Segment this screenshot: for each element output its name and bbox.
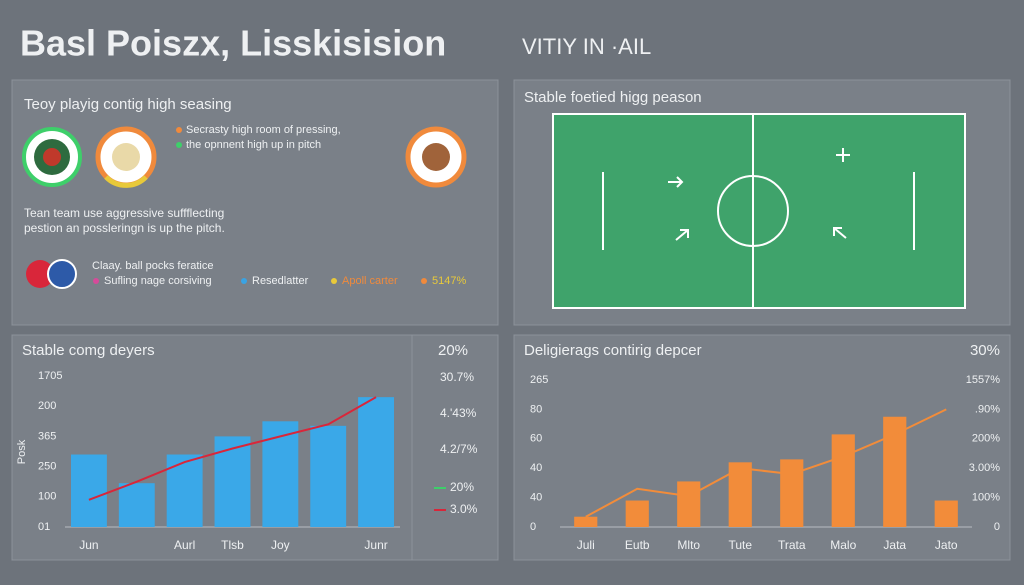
bar (625, 500, 649, 527)
x-tick-label: Eutb (625, 538, 650, 552)
badges (22, 126, 467, 289)
legend-label: 3.0% (450, 502, 478, 516)
bar (166, 454, 203, 527)
stat: 30.7% (440, 370, 474, 384)
bar (780, 459, 804, 527)
x-tick-label: Joy (271, 538, 290, 552)
line (585, 408, 947, 518)
note: the opnnent high up in pitch (186, 139, 321, 151)
y2-tick-label: 200% (972, 433, 1000, 445)
bar (70, 454, 107, 527)
x-tick-label: Aurl (174, 538, 195, 552)
bar (358, 397, 395, 527)
y-tick-label: 1705 (38, 370, 62, 382)
chart-title: Stable comg deyers (22, 342, 155, 359)
legend-label: Apoll carter (342, 275, 398, 287)
corner-label: 30% (970, 342, 1000, 359)
stats-title: 20% (438, 342, 468, 359)
legend-label: 20% (450, 480, 474, 494)
x-tick-label: Jato (935, 538, 958, 552)
y-tick-label: 0 (530, 521, 536, 533)
x-tick-label: Jata (883, 538, 906, 552)
x-tick-label: Jun (79, 538, 98, 552)
y-tick-label: 265 (530, 374, 548, 386)
y-tick-label: 100 (38, 491, 56, 503)
stat: 4.'43% (440, 406, 477, 420)
legend-dot (241, 278, 247, 284)
y2-tick-label: 1557% (966, 374, 1000, 386)
legend-label: Sufling nage corsiving (104, 275, 212, 287)
y2-tick-label: 0 (994, 521, 1000, 533)
bar (118, 483, 155, 527)
y2-tick-label: 100% (972, 492, 1000, 504)
description: Tean team use aggressive suffflecting (24, 206, 224, 220)
y-axis-label: Posk (16, 439, 28, 464)
y-tick-label: 40 (530, 492, 542, 504)
stat: 4.2/7% (440, 442, 478, 456)
legend-dot (93, 278, 99, 284)
y-tick-label: 250 (38, 461, 56, 473)
bar (310, 425, 347, 527)
panel-heading: Teoy playig contig high seasing (24, 96, 232, 113)
y-tick-label: 01 (38, 521, 50, 533)
legend-dot (331, 278, 337, 284)
y-tick-label: 60 (530, 433, 542, 445)
x-tick-label: Junr (364, 538, 387, 552)
bar (934, 500, 958, 527)
y-tick-label: 40 (530, 462, 542, 474)
subtitle: VITIY IN ·AIL (522, 34, 651, 59)
y-tick-label: 365 (38, 430, 56, 442)
bar (831, 434, 855, 527)
title: Basl Poiszx, Lisskisision (20, 23, 446, 64)
legend-dot (421, 278, 427, 284)
y-tick-label: 200 (38, 400, 56, 412)
x-tick-label: Mlto (677, 538, 700, 552)
y2-tick-label: 3.00% (969, 462, 1000, 474)
panel-heading: Stable foetied higg peason (524, 89, 702, 106)
x-tick-label: Tlsb (221, 538, 244, 552)
bar (728, 462, 752, 527)
bar (214, 436, 251, 527)
line (88, 396, 377, 501)
legend-label: Resedlatter (252, 275, 309, 287)
stats-panel (411, 334, 499, 561)
x-tick-label: Trata (778, 538, 806, 552)
note: Secrasty high room of pressing, (186, 124, 341, 136)
pitch (552, 113, 966, 309)
tactics-panel (11, 79, 499, 326)
note-dot (176, 127, 182, 133)
x-tick-label: Juli (577, 538, 595, 552)
chart-title: Deligierags contirig depcer (524, 342, 702, 359)
x-tick-label: Malo (830, 538, 856, 552)
y2-tick-label: .90% (975, 403, 1000, 415)
description: pestion an possleringn is up the pitch. (24, 221, 225, 235)
note-dot (176, 142, 182, 148)
y-tick-label: 80 (530, 403, 542, 415)
bar (677, 481, 701, 527)
bar (574, 516, 598, 527)
x-tick-label: Tute (728, 538, 752, 552)
bar (883, 416, 907, 527)
legend-title: Claay. ball pocks feratice (92, 260, 213, 272)
legend-label: 5147% (432, 275, 466, 287)
